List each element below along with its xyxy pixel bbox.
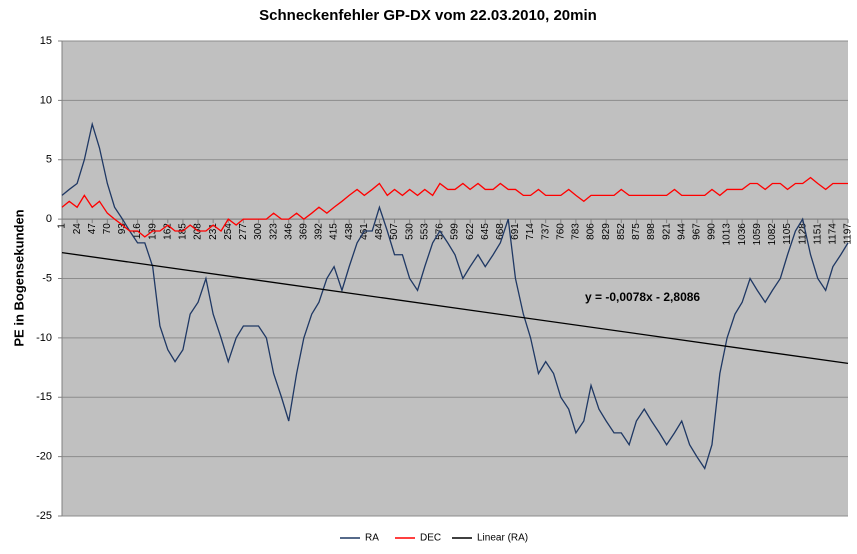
y-tick-label: -15 bbox=[36, 391, 52, 403]
series-line bbox=[61, 121, 849, 471]
x-tick-label: 1082 bbox=[767, 223, 778, 246]
x-tick-label: 553 bbox=[419, 223, 430, 240]
x-tick-label: 1059 bbox=[752, 223, 763, 246]
x-tick-label: 1036 bbox=[737, 223, 748, 246]
legend-label: RA bbox=[365, 533, 379, 544]
x-tick-label: 507 bbox=[389, 223, 400, 240]
x-tick-label: 254 bbox=[223, 223, 234, 240]
trend-annotation: y = -0,0078x - 2,8086 bbox=[585, 290, 700, 304]
x-tick-label: 1197 bbox=[843, 223, 854, 245]
x-tick-label: 323 bbox=[268, 223, 279, 240]
x-tick-label: 1151 bbox=[812, 223, 823, 245]
legend-label: Linear (RA) bbox=[477, 533, 528, 544]
legend-label: DEC bbox=[420, 533, 441, 544]
x-tick-label: 760 bbox=[555, 223, 566, 240]
series-line bbox=[61, 176, 848, 238]
x-tick-label: 806 bbox=[586, 223, 597, 240]
x-tick-label: 1174 bbox=[828, 223, 839, 245]
x-tick-label: 277 bbox=[238, 223, 249, 240]
y-tick-label: -25 bbox=[36, 510, 52, 522]
x-tick-label: 714 bbox=[525, 223, 536, 240]
x-tick-label: 622 bbox=[465, 223, 476, 240]
x-tick-label: 944 bbox=[676, 223, 687, 240]
y-tick-label: -20 bbox=[36, 451, 52, 463]
x-tick-label: 852 bbox=[616, 223, 627, 240]
x-tick-label: 645 bbox=[480, 223, 491, 240]
x-tick-label: 1013 bbox=[722, 223, 733, 246]
x-tick-label: 921 bbox=[661, 223, 672, 240]
x-tick-label: 415 bbox=[329, 223, 340, 240]
y-tick-label: -5 bbox=[42, 272, 52, 284]
x-tick-label: 369 bbox=[298, 223, 309, 240]
x-tick-label: 47 bbox=[87, 223, 98, 235]
chart-title: Schneckenfehler GP-DX vom 22.03.2010, 20… bbox=[259, 7, 597, 24]
x-tick-label: 346 bbox=[283, 223, 294, 240]
x-tick-label: 93 bbox=[117, 223, 128, 235]
x-tick-label: 1128 bbox=[797, 223, 808, 245]
x-tick-label: 990 bbox=[707, 223, 718, 240]
y-tick-label: 0 bbox=[46, 213, 52, 225]
y-tick-label: 5 bbox=[46, 154, 52, 166]
x-tick-label: 668 bbox=[495, 223, 506, 240]
x-tick-label: 737 bbox=[540, 223, 551, 240]
x-tick-label: 829 bbox=[601, 223, 612, 240]
x-tick-label: 783 bbox=[571, 223, 582, 240]
x-tick-label: 162 bbox=[162, 223, 173, 240]
x-tick-label: 231 bbox=[208, 223, 219, 240]
x-tick-label: 300 bbox=[253, 223, 264, 240]
series-line bbox=[61, 251, 849, 365]
x-tick-label: 691 bbox=[510, 223, 521, 240]
y-tick-label: 15 bbox=[40, 35, 52, 47]
x-tick-label: 898 bbox=[646, 223, 657, 240]
x-tick-label: 967 bbox=[691, 223, 702, 240]
x-tick-label: 1105 bbox=[782, 223, 793, 245]
x-tick-label: 392 bbox=[314, 223, 325, 240]
x-tick-label: 530 bbox=[404, 223, 415, 240]
y-tick-label: -10 bbox=[36, 332, 52, 344]
x-tick-label: 24 bbox=[72, 223, 83, 235]
x-tick-label: 438 bbox=[344, 223, 355, 240]
x-tick-label: 875 bbox=[631, 223, 642, 240]
y-tick-label: 10 bbox=[40, 94, 52, 106]
x-tick-label: 599 bbox=[450, 223, 461, 240]
y-axis-title: PE in Bogensekunden bbox=[11, 209, 26, 346]
x-tick-label: 1 bbox=[57, 223, 68, 229]
x-tick-label: 70 bbox=[102, 223, 113, 235]
x-tick-label: 484 bbox=[374, 223, 385, 240]
